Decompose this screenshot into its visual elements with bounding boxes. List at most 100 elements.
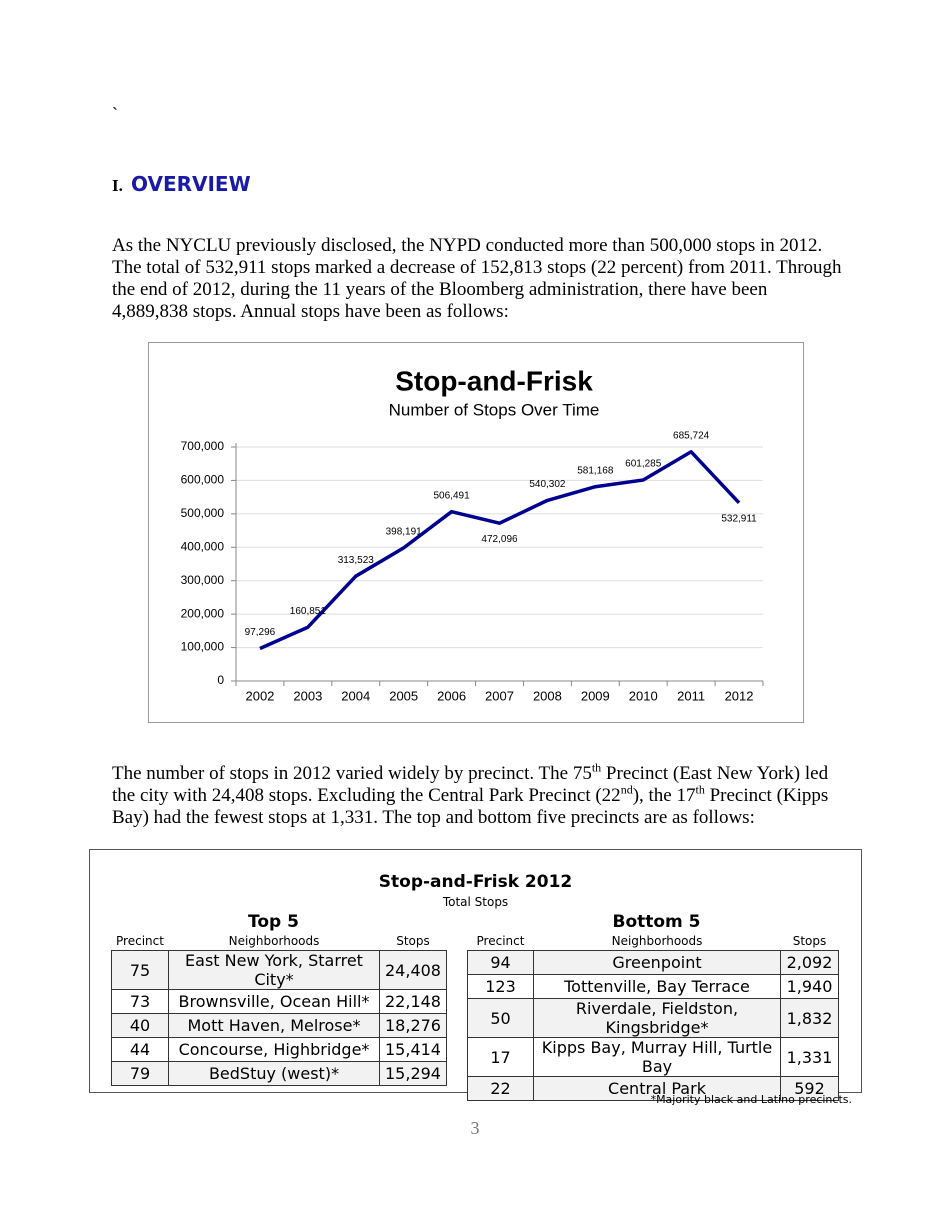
y-tick-label: 700,000: [181, 439, 225, 453]
column-header: Precinct: [116, 934, 164, 948]
table-cell: 1,940: [780, 974, 839, 999]
table-cell: 73: [111, 989, 169, 1014]
chart-title: Stop-and-Frisk: [395, 365, 593, 396]
table-subtitle: Total Stops: [442, 895, 509, 909]
table-row: 44 Concourse, Highbridge* 15,414: [111, 1037, 447, 1062]
data-label: 472,096: [481, 534, 518, 545]
text-run: ), the 17: [632, 785, 696, 806]
page-number: 3: [470, 1118, 480, 1138]
table-row: 50 Riverdale, Fieldston, Kingsbridge* 1,83…: [467, 998, 839, 1038]
table-cell: 592: [780, 1076, 839, 1101]
table-row: 75 East New York, Starret City* 24,408: [111, 950, 447, 990]
x-tick-label: 2002: [245, 688, 274, 703]
group-title: Bottom 5: [612, 912, 701, 932]
x-tick-label: 2007: [485, 688, 514, 703]
table-row: 79 BedStuy (west)* 15,294: [111, 1061, 447, 1086]
y-tick-label: 300,000: [181, 573, 225, 587]
x-tick-label: 2008: [533, 688, 562, 703]
x-tick-label: 2003: [293, 688, 322, 703]
x-tick-label: 2004: [341, 688, 370, 703]
data-label: 313,523: [338, 555, 375, 566]
column-header: Stops: [396, 934, 430, 948]
table-row: 17 Kipps Bay, Murray Hill, Turtle Bay 1,33…: [467, 1037, 839, 1077]
table-box: Stop-and-Frisk 2012 Total Stops Top 5 Pre…: [89, 849, 862, 1101]
data-label: 581,168: [577, 465, 614, 476]
x-tick-label: 2006: [437, 688, 466, 703]
data-label: 398,191: [386, 527, 423, 538]
stray-mark: `: [112, 104, 118, 124]
x-tick-label: 2012: [725, 688, 754, 703]
table-cell: 22: [467, 1076, 534, 1101]
y-tick-label: 400,000: [181, 539, 225, 553]
table-cell: Greenpoint: [533, 950, 781, 975]
superscript: th: [695, 782, 705, 797]
table-cell: Tottenville, Bay Terrace: [533, 974, 781, 999]
column-header: Neighborhoods: [611, 934, 703, 948]
data-label: 97,296: [245, 627, 276, 638]
table-cell: 22,148: [379, 989, 447, 1014]
group-title: Top 5: [248, 912, 299, 932]
data-label: 506,491: [434, 490, 471, 501]
paragraph: As the NYCLU previously disclosed, the N…: [112, 235, 842, 322]
table-cell: Central Park: [533, 1076, 781, 1101]
text-run: Precinct (East New York) led the city wi…: [112, 763, 829, 806]
y-tick-label: 200,000: [181, 606, 225, 620]
table-group: Bottom 5 Precinct Neighborhoods Stops 94 Gree…: [467, 912, 839, 1101]
text-run: The number of stops in 2012 varied widel…: [112, 763, 592, 784]
table-cell: Kipps Bay, Murray Hill, Turtle Bay: [533, 1037, 781, 1077]
section-title: OVERVIEW: [131, 172, 251, 196]
data-label: 685,724: [673, 430, 710, 441]
text-run: Precinct (Kipps Bay) had the fewest stop…: [112, 785, 829, 828]
y-tick-label: 0: [217, 673, 224, 687]
table-cell: 1,331: [780, 1037, 839, 1077]
x-tick-label: 2005: [389, 688, 418, 703]
superscript: th: [591, 760, 602, 775]
table-cell: 79: [111, 1061, 169, 1086]
table-cell: 94: [467, 950, 534, 975]
table-cell: 40: [111, 1013, 169, 1038]
table-title: Stop-and-Frisk 2012: [378, 872, 573, 892]
column-header: Stops: [792, 934, 827, 948]
table-cell: 123: [467, 974, 534, 999]
superscript: nd: [620, 782, 633, 797]
column-header: Neighborhoods: [228, 934, 320, 948]
table-row: 123 Tottenville, Bay Terrace 1,940: [467, 974, 839, 999]
section-number: I.: [112, 176, 123, 195]
table-cell: Brownsville, Ocean Hill*: [168, 989, 380, 1014]
column-header: Precinct: [476, 934, 525, 948]
y-tick-label: 100,000: [181, 640, 225, 654]
data-label: 601,285: [625, 459, 662, 470]
table-cell: Riverdale, Fieldston, Kingsbridge*: [533, 998, 781, 1038]
table-row: 94 Greenpoint 2,092: [467, 950, 839, 975]
table-row: 40 Mott Haven, Melrose* 18,276: [111, 1013, 447, 1038]
y-tick-label: 600,000: [181, 473, 225, 487]
x-tick-label: 2009: [581, 688, 610, 703]
table-cell: 24,408: [379, 950, 447, 990]
table-cell: BedStuy (west)*: [168, 1061, 380, 1086]
table-cell: Concourse, Highbridge*: [168, 1037, 380, 1062]
table-cell: Mott Haven, Melrose*: [168, 1013, 380, 1038]
table-cell: 1,832: [780, 998, 839, 1038]
y-tick-label: 500,000: [181, 506, 225, 520]
table-cell: 44: [111, 1037, 169, 1062]
footnote: *Majority black and Latino precincts.: [650, 1093, 852, 1106]
table-cell: 15,294: [379, 1061, 447, 1086]
table-cell: 18,276: [379, 1013, 447, 1038]
header-row: Precinct Neighborhoods Stops: [468, 932, 839, 951]
table-row: 73 Brownsville, Ocean Hill* 22,148: [111, 989, 447, 1014]
data-label: 160,851: [290, 606, 327, 617]
x-tick-label: 2010: [629, 688, 658, 703]
table-cell: 17: [467, 1037, 534, 1077]
paragraph: The number of stops in 2012 varied widel…: [112, 760, 842, 829]
chart-subtitle: Number of Stops Over Time: [389, 400, 600, 419]
table-cell: 50: [467, 998, 534, 1038]
table-cell: 15,414: [379, 1037, 447, 1062]
data-label: 540,302: [529, 479, 566, 490]
table-cell: 75: [111, 950, 169, 990]
table-cell: 2,092: [780, 950, 839, 975]
data-table: Precinct Neighborhoods Stops 94 Greenpoint 2,…: [467, 932, 839, 1101]
table-row: 22 Central Park 592: [467, 1076, 839, 1101]
chart: Stop-and-Frisk Number of Stops Over Time…: [148, 342, 804, 723]
data-line: [259, 450, 741, 651]
